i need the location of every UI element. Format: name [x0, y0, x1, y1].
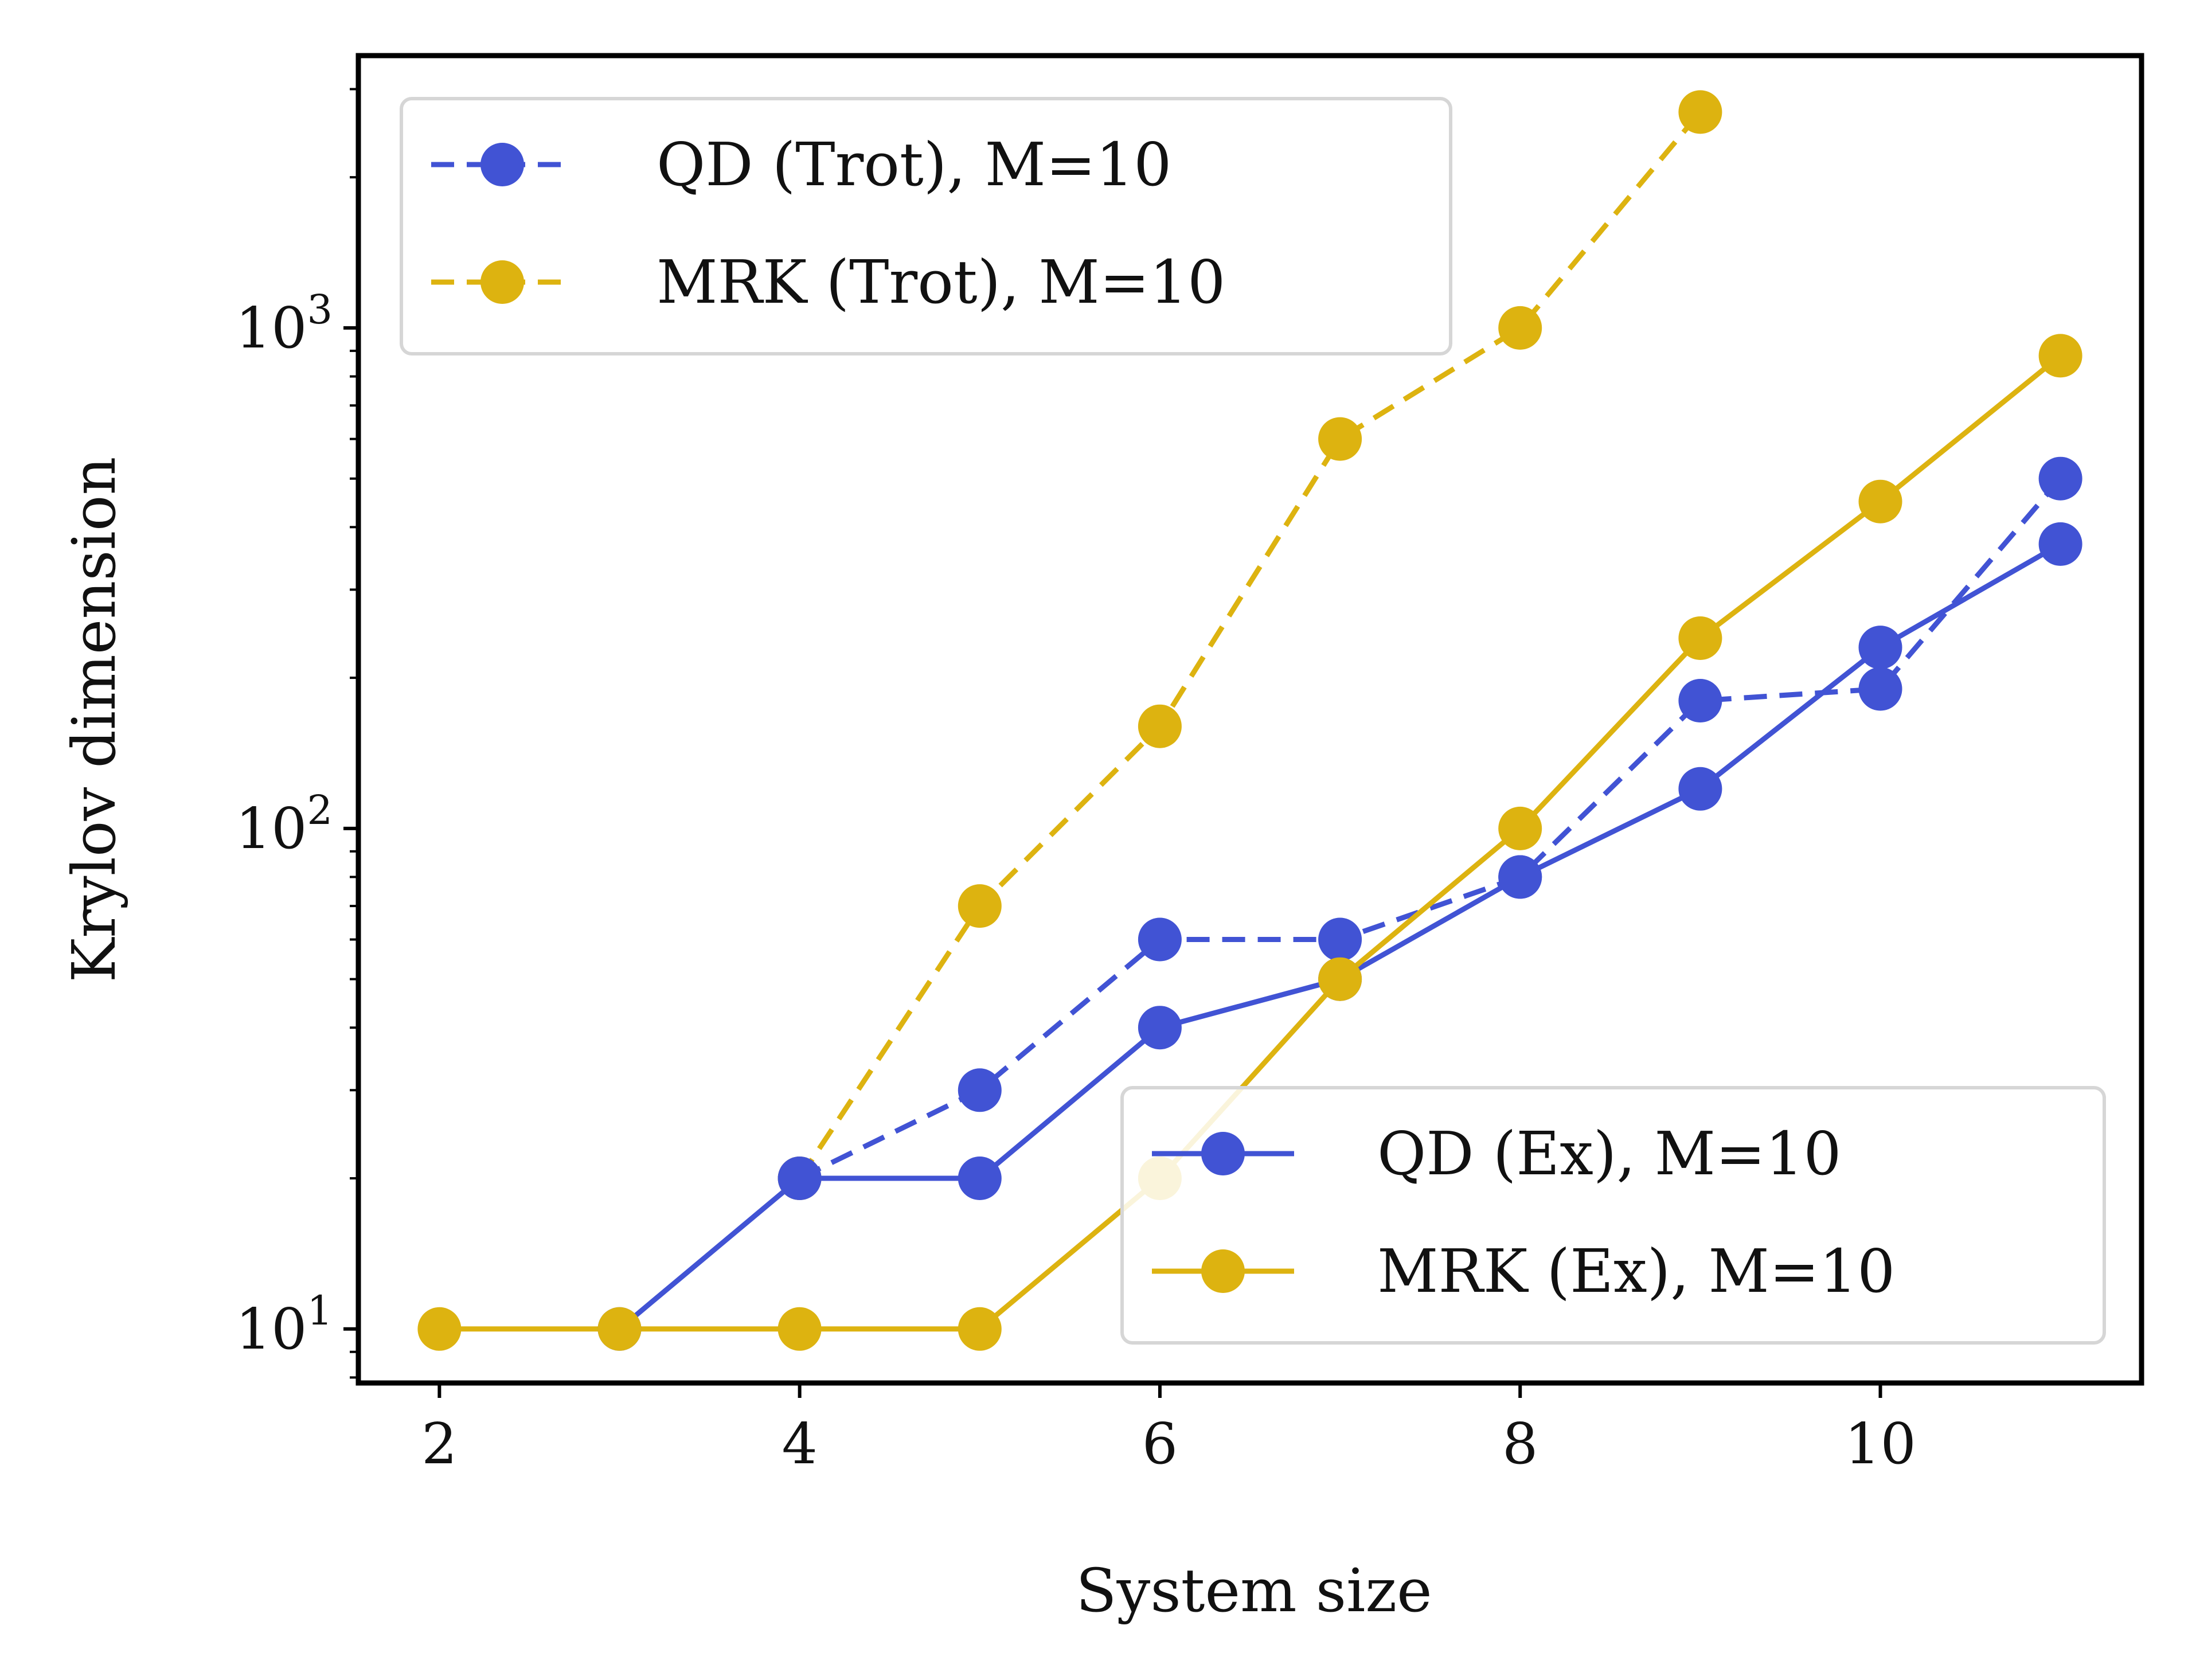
series-0-point-2	[1138, 917, 1182, 962]
series-1-point-2	[1138, 704, 1182, 748]
y-axis-label: Krylov dimension	[59, 456, 129, 982]
series-2-point-5	[1498, 855, 1542, 899]
axes-frame	[355, 53, 2144, 1386]
series-0-point-6	[1858, 667, 1902, 711]
series-3-point-5	[1318, 957, 1362, 1001]
series-2-point-1	[777, 1157, 822, 1200]
series-2-point-3	[1138, 1006, 1182, 1050]
y-tick-label-1: 102	[236, 787, 333, 862]
series-2-point-6	[1678, 767, 1722, 811]
series-2-point-2	[958, 1157, 1002, 1200]
series-0-point-7	[2038, 456, 2082, 501]
x-tick-label-0: 2	[421, 1412, 457, 1477]
series-0-point-1	[958, 1068, 1002, 1112]
x-axis-label: System size	[1076, 1556, 1432, 1626]
series-3-point-6	[1498, 806, 1542, 850]
x-tick-label-1: 4	[782, 1412, 817, 1477]
x-tick-label-4: 10	[1845, 1412, 1916, 1477]
legend-layer: QD (Trot), M=10 MRK (Trot), M=10 QD (Ex), …	[400, 97, 2106, 1345]
legend-0-handle-marker-0	[480, 143, 524, 186]
legend-1-label-0: QD (Ex), M=10	[1377, 1119, 1842, 1189]
series-line-1	[797, 110, 1702, 1180]
series-3-point-3	[958, 1307, 1002, 1351]
series-2-point-7	[1858, 626, 1902, 670]
series-3-point-7	[1678, 616, 1722, 660]
legend-1-handle-marker-0	[1201, 1132, 1245, 1175]
y-tick-label-0: 101	[236, 1287, 333, 1362]
series-1-point-1	[958, 884, 1002, 928]
series-3-point-2	[777, 1307, 822, 1351]
series-3-point-1	[597, 1307, 642, 1351]
series-0-point-3	[1318, 917, 1362, 962]
series-3-point-8	[1858, 479, 1902, 523]
series-1-point-5	[1678, 90, 1722, 134]
series-layer	[417, 90, 2082, 1351]
axes-layer: 2 4 6 8 10 101 102 103	[236, 53, 2144, 1477]
series-1-point-4	[1498, 306, 1542, 350]
legend-box-1	[1120, 1086, 2106, 1345]
y-tick-label-2: 103	[236, 286, 333, 361]
series-line-3	[439, 353, 2062, 1332]
x-tick-label-2: 6	[1142, 1412, 1178, 1477]
legend-0-label-0: QD (Trot), M=10	[657, 130, 1171, 200]
legend-1-handle-marker-1	[1201, 1249, 1245, 1293]
series-3-point-0	[417, 1307, 462, 1351]
series-0-point-5	[1678, 679, 1722, 722]
legend-0-label-1: MRK (Trot), M=10	[657, 247, 1225, 317]
legend-1-label-1: MRK (Ex), M=10	[1377, 1236, 1895, 1306]
series-2-point-8	[2038, 522, 2082, 566]
legend-box-0	[400, 97, 1452, 355]
legend-0-handle-marker-1	[480, 260, 524, 304]
series-3-point-9	[2038, 334, 2082, 378]
x-tick-label-3: 8	[1502, 1412, 1538, 1477]
series-1-point-3	[1318, 417, 1362, 461]
